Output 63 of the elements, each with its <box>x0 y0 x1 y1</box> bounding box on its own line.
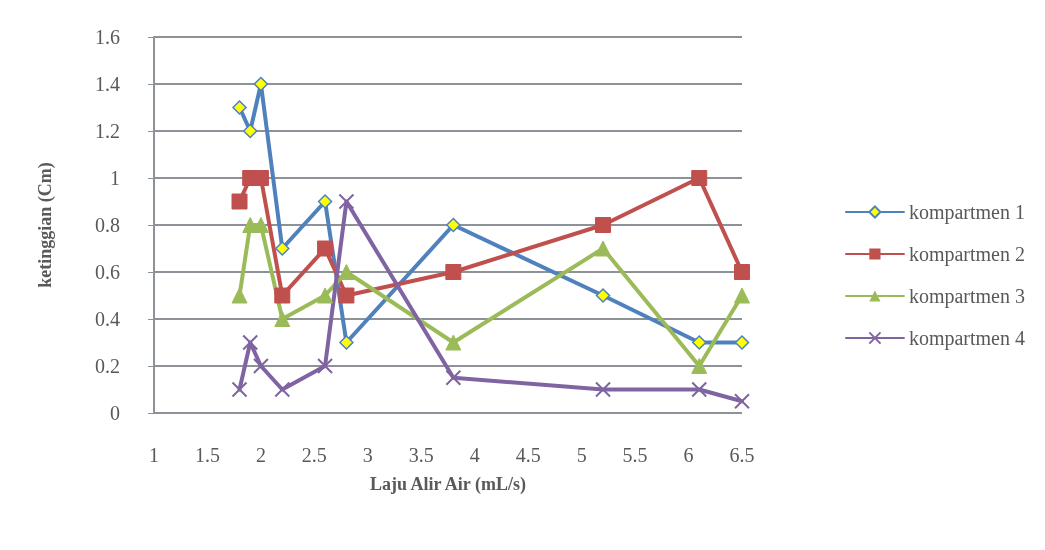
point <box>445 369 462 386</box>
point <box>595 240 612 257</box>
point <box>338 193 355 210</box>
y-tick-label: 0.2 <box>95 355 120 377</box>
point <box>253 76 269 92</box>
legend-label: kompartmen 2 <box>908 243 1026 266</box>
point <box>734 335 750 350</box>
point <box>691 335 707 350</box>
y-axis-title: ketinggian (Cm) <box>35 162 56 288</box>
x-tick-label: 6.5 <box>729 444 755 466</box>
y-tick-label: 0 <box>110 402 120 424</box>
x-tick-label: 3.5 <box>408 444 434 466</box>
legend-label: kompartmen 4 <box>908 327 1026 350</box>
x-tick-label: 1.5 <box>194 444 220 466</box>
point <box>317 240 334 257</box>
point <box>274 381 291 398</box>
point <box>231 381 248 398</box>
x-axis-title: Laju Alir Air (mL/s) <box>370 474 526 495</box>
point <box>734 264 750 280</box>
point <box>231 287 248 304</box>
point <box>338 287 355 304</box>
y-tick-label: 1 <box>110 167 120 189</box>
point <box>446 217 461 233</box>
legend-label: kompartmen 3 <box>908 285 1026 308</box>
x-tick-label: 4.5 <box>515 444 541 466</box>
x-tick-label: 6 <box>683 444 694 466</box>
point <box>445 264 462 280</box>
y-tick-label: 0.6 <box>95 261 120 283</box>
y-tick-label: 1.2 <box>95 120 120 142</box>
point <box>691 381 708 398</box>
x-tick-label: 3 <box>362 444 373 466</box>
y-tick-label: 1.6 <box>95 26 120 48</box>
legend-label: kompartmen 1 <box>908 201 1026 224</box>
point <box>691 358 708 374</box>
point <box>317 287 334 304</box>
x-tick-label: 2 <box>255 444 266 466</box>
point <box>242 123 258 139</box>
point <box>595 381 612 398</box>
y-tick-label: 0.4 <box>95 308 120 330</box>
x-tick-label: 1 <box>149 444 159 466</box>
point <box>734 393 750 410</box>
point <box>734 287 750 304</box>
point <box>595 217 612 233</box>
point <box>275 241 290 256</box>
x-tick-label: 2.5 <box>301 444 327 466</box>
x-tick-label: 5.5 <box>622 444 648 466</box>
point <box>231 193 248 210</box>
point <box>252 358 269 374</box>
y-tick-label: 1.4 <box>95 73 120 95</box>
point <box>274 287 291 304</box>
x-tick-label: 5 <box>576 444 587 466</box>
point <box>317 358 334 374</box>
point <box>274 311 291 327</box>
y-tick-label: 0.8 <box>95 214 120 236</box>
point <box>691 170 708 186</box>
point <box>242 334 259 351</box>
point <box>595 288 611 303</box>
point <box>232 100 247 115</box>
point <box>317 194 333 209</box>
point <box>339 335 354 350</box>
point <box>445 334 462 351</box>
x-tick-label: 4 <box>469 444 480 466</box>
point <box>338 264 355 280</box>
